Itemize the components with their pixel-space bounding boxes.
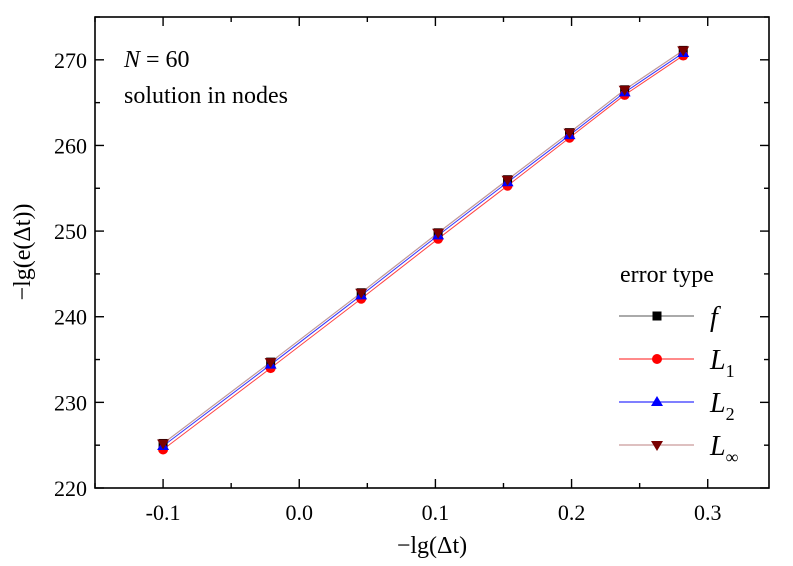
series-line — [162, 49, 684, 444]
x-tick-label: 0.3 — [694, 500, 722, 525]
legend: f L1 L2 L∞ — [619, 302, 739, 467]
y-axis-label: −lg(e(Δt)) — [10, 204, 36, 301]
legend-label: L2 — [709, 388, 735, 424]
legend-marker — [651, 441, 663, 451]
data-point — [618, 85, 631, 96]
plot-marks — [157, 45, 690, 455]
y-tick-label: 260 — [54, 133, 87, 158]
annotation-n: N = 60 — [123, 47, 190, 73]
series-1 — [162, 55, 684, 450]
data-point — [432, 228, 445, 239]
legend-marker — [651, 396, 663, 406]
legend-label: L∞ — [709, 431, 739, 467]
legend-item: f — [619, 302, 721, 333]
data-point — [157, 439, 170, 450]
data-point — [264, 358, 277, 369]
y-tick-label: 230 — [54, 390, 87, 415]
legend-title: error type — [620, 262, 714, 288]
series-line — [162, 52, 684, 447]
y-tick-label: 250 — [54, 219, 87, 244]
series-2 — [162, 52, 684, 447]
y-tick-label: 220 — [54, 476, 87, 501]
data-point — [501, 175, 514, 186]
legend-subscript: ∞ — [726, 447, 739, 467]
data-point — [355, 288, 368, 299]
legend-label: L1 — [709, 345, 735, 381]
series-3 — [162, 49, 684, 444]
x-axis-label: −lg(Δt) — [397, 533, 467, 559]
legend-marker — [652, 354, 662, 364]
y-tick-label: 240 — [54, 305, 87, 330]
legend-label: f — [710, 302, 721, 333]
legend-subscript: 1 — [726, 361, 735, 381]
x-tick-label: -0.1 — [146, 500, 181, 525]
x-tick-label: 0.1 — [422, 500, 450, 525]
legend-subscript: 2 — [726, 404, 735, 424]
legend-item: L1 — [619, 345, 735, 381]
axis-ticks: -0.1 0.0 0.1 0.2 0.3 220 230 240 250 260 270 — [54, 16, 769, 525]
plot-frame — [94, 16, 770, 489]
series-markers-1 — [158, 50, 689, 455]
series-line — [162, 55, 684, 450]
data-point — [563, 128, 576, 139]
legend-marker — [652, 311, 662, 321]
x-tick-label: 0.2 — [558, 500, 586, 525]
annotation-solution: solution in nodes — [124, 83, 288, 109]
series-markers-3 — [157, 46, 690, 450]
x-tick-label: 0.0 — [285, 500, 313, 525]
legend-item: L∞ — [619, 431, 739, 467]
y-tick-label: 270 — [54, 48, 87, 73]
data-point — [677, 46, 690, 57]
legend-item: L2 — [619, 388, 735, 424]
